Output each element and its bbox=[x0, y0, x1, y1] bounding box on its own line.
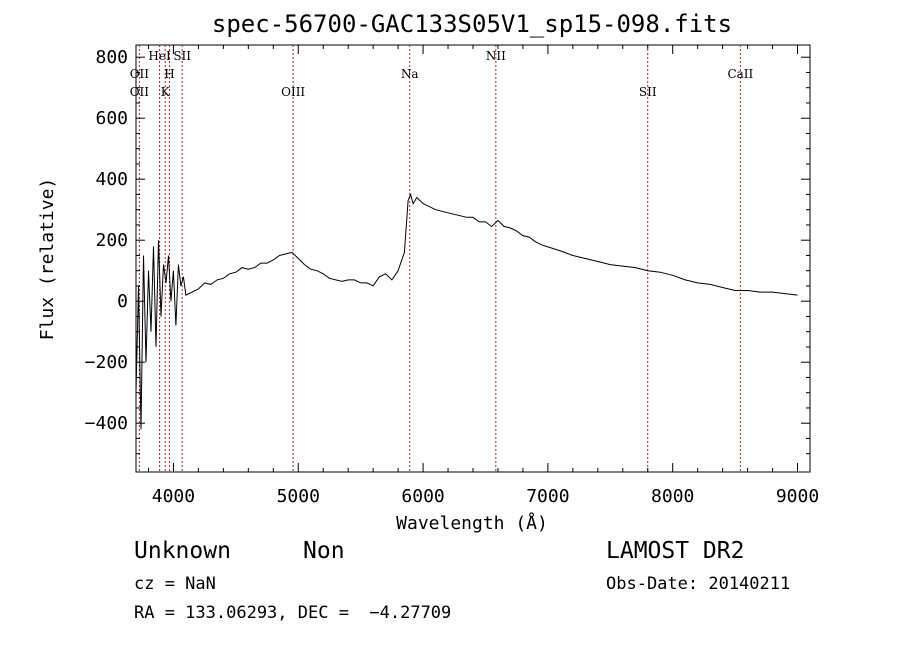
plot-frame bbox=[135, 44, 811, 473]
x-tick-label: 8000 bbox=[651, 486, 694, 507]
line-label: NII bbox=[486, 49, 506, 63]
line-labels: OII OII HeI HK SII OIII Na NII SII CaII bbox=[130, 49, 754, 99]
line-label: H bbox=[164, 67, 174, 81]
x-axis: 4000 5000 6000 7000 8000 9000 bbox=[147, 45, 819, 507]
line-markers bbox=[138, 45, 741, 472]
object-subclass: Non bbox=[303, 538, 345, 564]
y-tick-label: −200 bbox=[85, 352, 128, 373]
line-label: SII bbox=[173, 49, 191, 63]
spectrum-series-line bbox=[135, 192, 798, 430]
x-tick-label: 9000 bbox=[776, 486, 819, 507]
line-label: OII bbox=[130, 85, 150, 99]
y-tick-label: 0 bbox=[117, 291, 128, 312]
y-tick-label: 200 bbox=[95, 230, 128, 251]
y-axis-label: Flux (relative) bbox=[37, 178, 58, 341]
y-tick-label: 800 bbox=[95, 47, 128, 68]
x-axis-label: Wavelength (Å) bbox=[396, 512, 548, 534]
line-label: CaII bbox=[727, 67, 753, 81]
line-label: HeI bbox=[148, 49, 171, 63]
y-tick-label: −400 bbox=[85, 413, 128, 434]
y-axis: −400 −200 0 200 400 600 800 bbox=[85, 47, 810, 455]
y-tick-label: 400 bbox=[95, 169, 128, 190]
obs-date-label: Obs-Date: 20140211 bbox=[606, 574, 791, 594]
y-tick-label: 600 bbox=[95, 108, 128, 129]
x-tick-label: 7000 bbox=[526, 486, 569, 507]
line-label: K bbox=[161, 85, 171, 99]
coordinates-label: RA = 133.06293, DEC = −4.27709 bbox=[134, 603, 452, 623]
chart-title: spec-56700-GAC133S05V1_sp15-098.fits bbox=[212, 10, 732, 38]
line-label: OII bbox=[130, 67, 150, 81]
survey-label: LAMOST DR2 bbox=[606, 538, 745, 564]
redshift-label: cz = NaN bbox=[134, 574, 216, 594]
line-label: Na bbox=[401, 67, 419, 81]
x-tick-label: 6000 bbox=[401, 486, 444, 507]
x-tick-label: 5000 bbox=[277, 486, 320, 507]
object-class: Unknown bbox=[134, 538, 231, 564]
line-label: OIII bbox=[281, 85, 305, 99]
line-label: SII bbox=[639, 85, 657, 99]
x-tick-label: 4000 bbox=[152, 486, 195, 507]
